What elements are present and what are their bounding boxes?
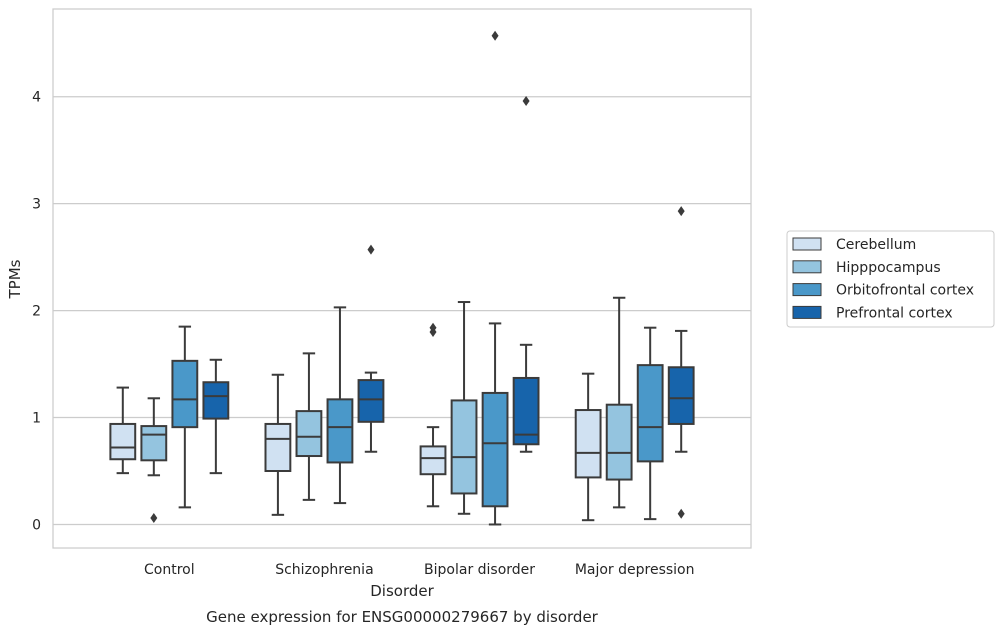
x-tick-label: Control (144, 562, 195, 578)
box-group (140, 397, 168, 524)
chart-caption: Gene expression for ENSG00000279667 by d… (206, 608, 599, 626)
legend: Cerebellum Hipppocampus Orbitofrontal cort… (786, 230, 995, 328)
plot-background (53, 9, 751, 548)
legend-label: Orbitofrontal cortex (836, 283, 974, 299)
tick-labels: 0 1 2 3 4 Control Schizophrenia Bipolar disorde… (32, 90, 694, 578)
outlier-point (491, 30, 499, 41)
legend-swatch (792, 237, 822, 251)
box (357, 379, 385, 423)
y-tick-label: 4 (32, 90, 41, 106)
legend-item: Cerebellum (792, 237, 916, 253)
legend-frame (786, 230, 995, 328)
box (512, 376, 540, 446)
outlier-point (522, 95, 530, 106)
box-series (109, 30, 695, 526)
box (667, 366, 695, 425)
box (202, 381, 230, 420)
box (574, 409, 602, 479)
box (605, 403, 633, 481)
box (140, 425, 168, 462)
box (171, 359, 199, 429)
outlier-point (150, 513, 158, 524)
legend-swatch (792, 260, 822, 274)
box (419, 445, 447, 476)
box-group (171, 325, 199, 509)
box-group (109, 386, 137, 475)
x-tick-label: Schizophrenia (275, 562, 373, 578)
y-tick-label: 2 (32, 304, 41, 320)
box-group (636, 326, 664, 521)
box (264, 422, 292, 473)
box-group (357, 244, 385, 453)
y-tick-label: 0 (32, 517, 41, 533)
box-group (667, 206, 695, 519)
box (109, 422, 137, 461)
x-tick-label: Bipolar disorder (424, 562, 535, 578)
legend-label: Hipppocampus (836, 260, 941, 276)
legend-swatch (792, 283, 822, 297)
box-group (574, 372, 602, 522)
y-axis-label: TPMs (6, 259, 24, 299)
legend-item: Orbitofrontal cortex (792, 283, 974, 299)
outlier-point (677, 206, 685, 217)
box-group (326, 306, 354, 505)
y-tick-label: 1 (32, 411, 41, 427)
legend-swatch (792, 305, 822, 319)
legend-label: Cerebellum (836, 237, 916, 253)
box (450, 399, 478, 495)
x-tick-label: Major depression (575, 562, 695, 578)
box (326, 398, 354, 464)
legend-item: Prefrontal cortex (792, 305, 953, 321)
legend-item: Hipppocampus (792, 260, 941, 276)
box-group (450, 301, 478, 515)
y-tick-label: 3 (32, 197, 41, 213)
box-group (202, 358, 230, 475)
outlier-point (677, 508, 685, 519)
outlier-point (367, 244, 375, 255)
box-group (512, 95, 540, 453)
box (636, 364, 664, 463)
box-group (295, 352, 323, 501)
box (295, 410, 323, 458)
box-group (605, 296, 633, 509)
outlier-point (429, 322, 437, 333)
x-axis-label: Disorder (370, 582, 434, 600)
legend-label: Prefrontal cortex (836, 305, 953, 321)
box (481, 391, 509, 508)
gridlines (53, 96, 751, 526)
box-group (481, 30, 509, 526)
box-group (264, 373, 292, 516)
box-group (419, 322, 447, 508)
plot-frame (52, 8, 752, 549)
